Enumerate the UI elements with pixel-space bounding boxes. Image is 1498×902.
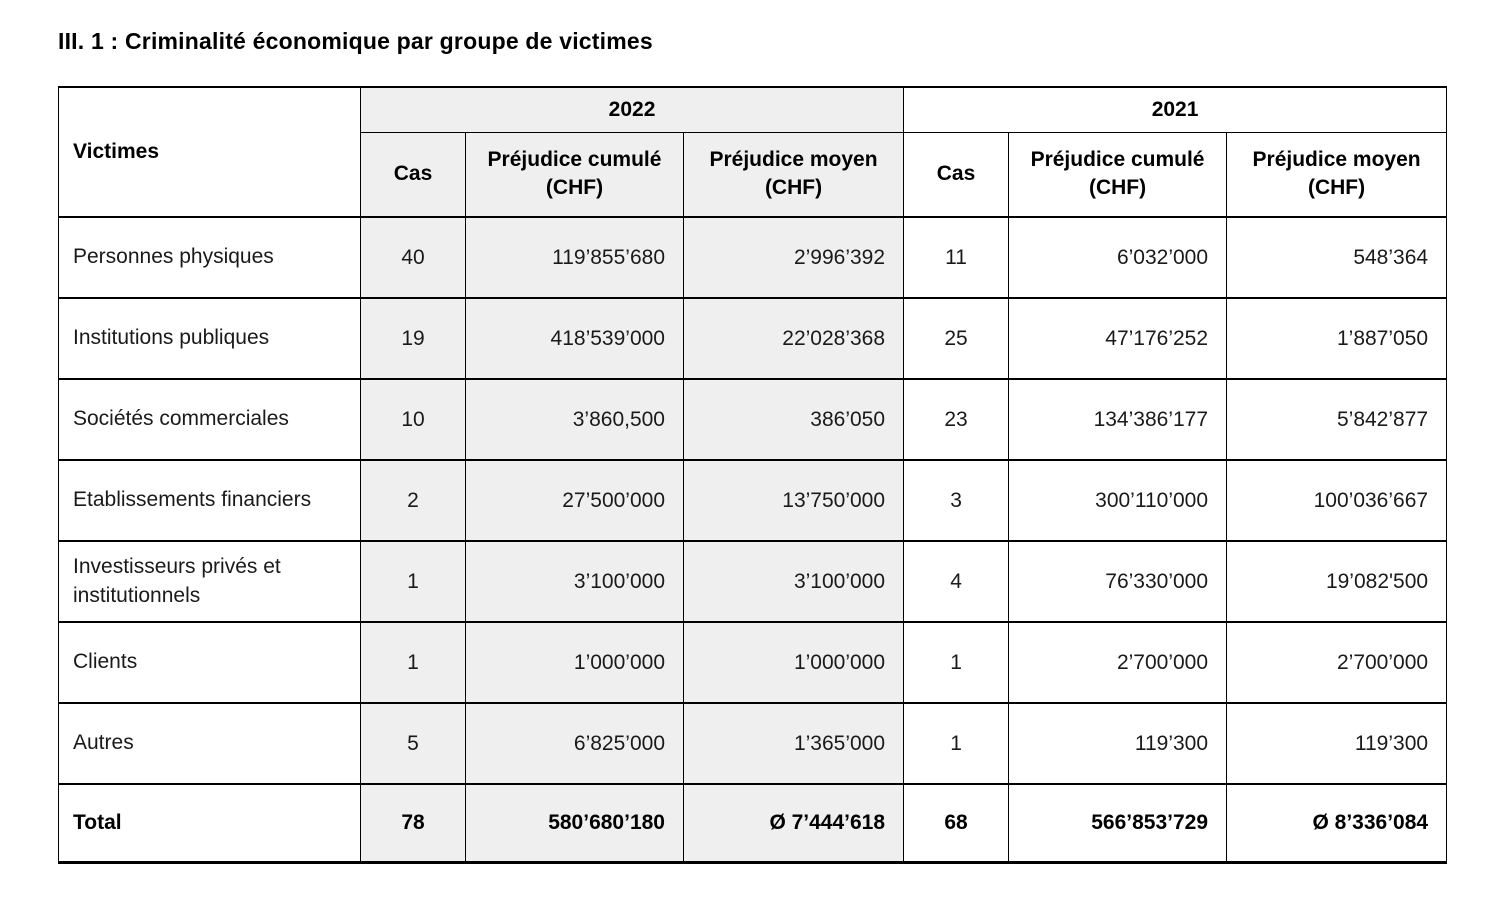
prejudice-moyen-2022-cell: 1’365’000	[682, 702, 905, 785]
table-row: Etablissements financiers 2 27’500’000 1…	[58, 459, 1448, 542]
prejudice-cumule-2022-cell: 6’825’000	[465, 702, 684, 785]
prejudice-cumule-2022-cell: 119’855’680	[465, 216, 684, 299]
cas-2022-cell: 40	[360, 216, 466, 299]
prejudice-moyen-2021-cell: 100’036’667	[1226, 459, 1448, 542]
cas-2021-cell: 1	[903, 702, 1010, 785]
prejudice-cumule-2021-cell: 300’110’000	[1008, 459, 1228, 542]
total-prejudice-moyen-2022-cell: Ø 7’444’618	[682, 783, 905, 863]
table-row: Autres 5 6’825’000 1’365’000 1 119’300 1…	[58, 702, 1448, 785]
year-header-row: Victimes 2022 2021	[58, 86, 1448, 218]
prejudice-moyen-2021-cell: 119’300	[1226, 702, 1448, 785]
cas-2021-cell: 25	[903, 297, 1010, 380]
prejudice-cumule-2021-cell: 47’176’252	[1008, 297, 1228, 380]
header-cas-2022: Cas	[360, 131, 466, 218]
total-prejudice-cumule-2021-cell: 566’853’729	[1008, 783, 1228, 863]
column-header-row: Cas Préjudice cumulé (CHF) Préjudice moy…	[59, 131, 1448, 218]
total-row: Total 78 580’680’180 Ø 7’444’618 68 566’…	[58, 783, 1448, 863]
prejudice-cumule-2022-cell: 3’860,500	[465, 378, 684, 461]
prejudice-cumule-2022-cell: 3’100’000	[465, 540, 684, 623]
prejudice-cumule-2022-cell: 27’500’000	[465, 459, 684, 542]
table-row: Clients 1 1’000’000 1’000’000 1 2’700’00…	[58, 621, 1448, 704]
cas-2021-cell: 1	[903, 621, 1010, 704]
prejudice-moyen-2022-cell: 3’100’000	[682, 540, 905, 623]
total-prejudice-moyen-2021-cell: Ø 8’336’084	[1226, 783, 1448, 863]
prejudice-moyen-2022-cell: 22’028’368	[682, 297, 905, 380]
cas-2022-cell: 19	[360, 297, 466, 380]
cas-2021-cell: 4	[903, 540, 1010, 623]
victim-group-label: Clients	[58, 621, 361, 704]
prejudice-cumule-2021-cell: 134’386’177	[1008, 378, 1228, 461]
prejudice-moyen-2022-cell: 386’050	[682, 378, 905, 461]
cas-2022-cell: 1	[360, 621, 466, 704]
victim-group-label: Autres	[58, 702, 361, 785]
cas-2022-cell: 5	[360, 702, 466, 785]
header-prejudice-cumule-2021: Préjudice cumulé (CHF)	[1008, 131, 1228, 218]
prejudice-cumule-2022-cell: 1’000’000	[465, 621, 684, 704]
cas-2022-cell: 1	[360, 540, 466, 623]
victim-group-label: Etablissements financiers	[58, 459, 361, 542]
header-prejudice-moyen-2021: Préjudice moyen (CHF)	[1226, 131, 1448, 218]
header-prejudice-moyen-2022: Préjudice moyen (CHF)	[682, 131, 905, 218]
victim-group-label: Investisseurs privés et institutionnels	[58, 540, 361, 623]
cas-2022-cell: 10	[360, 378, 466, 461]
prejudice-cumule-2021-cell: 2’700’000	[1008, 621, 1228, 704]
cas-2021-cell: 11	[903, 216, 1010, 299]
header-cas-2021: Cas	[903, 131, 1010, 218]
total-cas-2021-cell: 68	[903, 783, 1010, 863]
prejudice-cumule-2021-cell: 76’330’000	[1008, 540, 1228, 623]
total-label: Total	[58, 783, 361, 863]
prejudice-moyen-2021-cell: 2’700’000	[1226, 621, 1448, 704]
cas-2022-cell: 2	[360, 459, 466, 542]
prejudice-moyen-2021-cell: 1’887’050	[1226, 297, 1448, 380]
header-prejudice-cumule-2022: Préjudice cumulé (CHF)	[465, 131, 684, 218]
table-row: Personnes physiques 40 119’855’680 2’996…	[58, 216, 1448, 299]
header-year-2022: 2022	[359, 86, 905, 133]
prejudice-cumule-2021-cell: 6’032’000	[1008, 216, 1228, 299]
page-title: III. 1 : Criminalité économique par grou…	[58, 28, 653, 54]
victim-group-label: Personnes physiques	[58, 216, 361, 299]
prejudice-moyen-2021-cell: 19’082'500	[1226, 540, 1448, 623]
cas-2021-cell: 3	[903, 459, 1010, 542]
prejudice-moyen-2021-cell: 548’364	[1226, 216, 1448, 299]
table-row: Sociétés commerciales 10 3’860,500 386’0…	[58, 378, 1448, 461]
victims-table: Victimes 2022 2021 Cas Préjudice cumulé …	[58, 86, 1448, 864]
table-row: Investisseurs privés et institutionnels …	[58, 540, 1448, 623]
header-year-2021: 2021	[903, 86, 1448, 133]
table-row: Institutions publiques 19 418’539’000 22…	[58, 297, 1448, 380]
prejudice-moyen-2021-cell: 5’842’877	[1226, 378, 1448, 461]
total-cas-2022-cell: 78	[360, 783, 466, 863]
header-victimes: Victimes	[58, 86, 361, 218]
total-prejudice-cumule-2022-cell: 580’680’180	[465, 783, 684, 863]
cas-2021-cell: 23	[903, 378, 1010, 461]
prejudice-cumule-2021-cell: 119’300	[1008, 702, 1228, 785]
victim-group-label: Institutions publiques	[58, 297, 361, 380]
victim-group-label: Sociétés commerciales	[58, 378, 361, 461]
prejudice-moyen-2022-cell: 1’000’000	[682, 621, 905, 704]
prejudice-moyen-2022-cell: 2’996’392	[682, 216, 905, 299]
prejudice-cumule-2022-cell: 418’539’000	[465, 297, 684, 380]
prejudice-moyen-2022-cell: 13’750’000	[682, 459, 905, 542]
